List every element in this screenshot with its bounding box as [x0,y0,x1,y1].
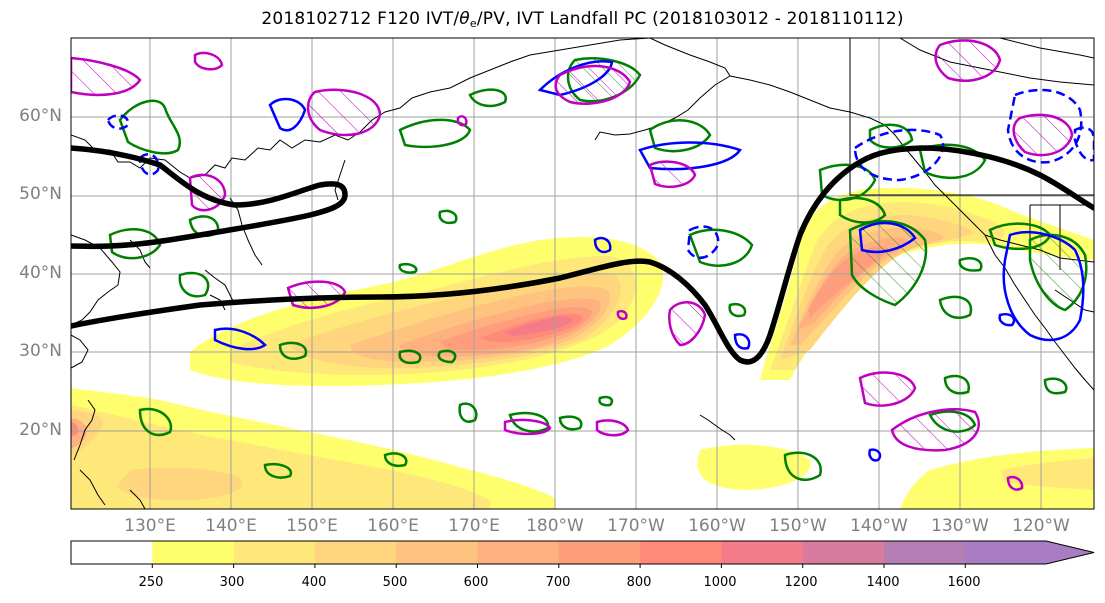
map-frame [70,37,1095,510]
colorbar-swatch [802,541,885,564]
lon-label-150e: 150°E [286,516,338,536]
colorbar-swatch [884,541,966,564]
colorbar-extend-arrow [1046,541,1094,564]
lat-label-20n: 20°N [19,420,62,440]
lon-label-160e: 160°E [367,516,419,536]
lat-label-50n: 50°N [19,184,62,204]
lat-label-60n: 60°N [19,106,62,126]
colorbar-label-1000: 1000 [703,575,737,590]
colorbar-swatch [477,541,560,564]
lon-label-140w: 140°W [850,516,908,536]
colorbar-label-800: 800 [626,575,652,590]
colorbar-swatch [396,541,478,564]
colorbar-swatch [152,541,235,564]
colorbar-swatch [721,541,804,564]
lon-label-140e: 140°E [205,516,257,536]
colorbar-label-300: 300 [219,575,245,590]
lon-label-170e: 170°E [448,516,500,536]
colorbar-label-1200: 1200 [784,575,818,590]
colorbar-label-1400: 1400 [866,575,900,590]
ivt-pc-contours [71,39,1074,491]
colorbar-swatch [314,541,397,564]
ivt-shading-main [190,236,664,387]
colorbar-swatch [71,541,153,564]
colorbar-label-500: 500 [382,575,408,590]
theta-e-contours [71,145,1094,365]
colorbar [70,540,1095,568]
lat-label-30n: 30°N [19,341,62,361]
colorbar-swatch [233,541,316,564]
map-area [71,38,1094,509]
colorbar-swatch [965,541,1046,564]
lon-label-170w: 170°W [607,516,665,536]
lon-label-160w: 160°W [688,516,746,536]
lon-label-120w: 120°W [1012,516,1070,536]
colorbar-swatch [558,541,641,564]
lat-label-40n: 40°N [19,263,62,283]
colorbar-label-700: 700 [545,575,571,590]
colorbar-swatch [640,541,722,564]
colorbar-label-250: 250 [138,575,164,590]
lon-label-180w: 180°W [526,516,584,536]
pv-contours-blue-dashed [106,88,1094,259]
colorbar-outline [70,540,1095,565]
lon-label-130e: 130°E [124,516,176,536]
map-title: 2018102712 F120 IVT/θe/PV, IVT Landfall … [261,9,904,30]
lon-label-130w: 130°W [931,516,989,536]
colorbar-label-600: 600 [463,575,489,590]
lon-label-150w: 150°W [769,516,827,536]
colorbar-label-1600: 1600 [947,575,981,590]
colorbar-label-400: 400 [301,575,327,590]
